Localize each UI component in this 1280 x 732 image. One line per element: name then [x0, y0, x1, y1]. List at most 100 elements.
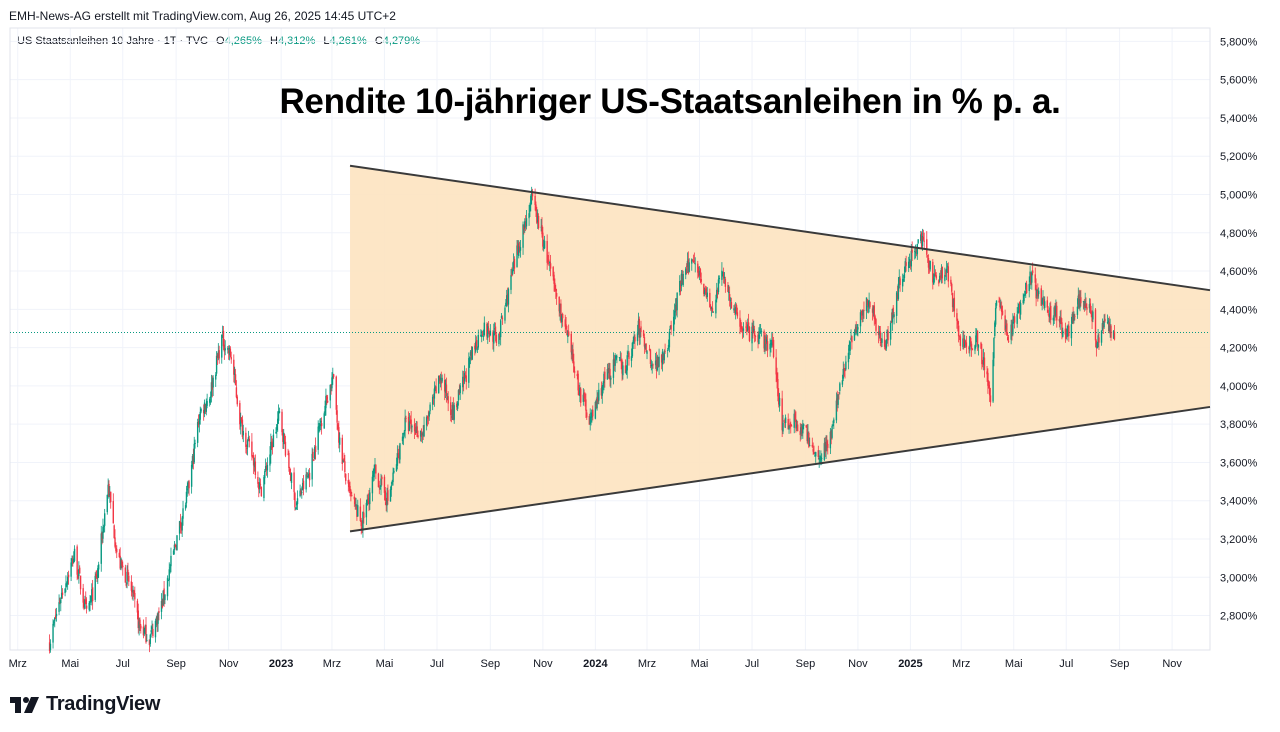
- candle: [187, 480, 189, 494]
- candle: [289, 466, 291, 475]
- candle: [257, 471, 259, 488]
- candle: [172, 549, 175, 555]
- candle: [818, 450, 820, 468]
- candle: [198, 414, 201, 433]
- candle: [951, 282, 953, 296]
- candle: [965, 335, 968, 354]
- candle: [95, 570, 97, 579]
- candle: [58, 594, 60, 616]
- candle: [880, 337, 882, 348]
- candle: [1062, 327, 1064, 338]
- candle: [1112, 330, 1115, 339]
- candle: [868, 292, 870, 313]
- candle: [277, 411, 279, 432]
- tradingview-logo[interactable]: TradingView: [10, 693, 160, 716]
- candle: [475, 334, 477, 354]
- candle: [94, 572, 96, 603]
- candle: [1053, 305, 1055, 325]
- candle: [1089, 298, 1092, 314]
- candle: [849, 341, 851, 356]
- candle: [190, 460, 193, 494]
- candle: [856, 324, 858, 336]
- candle: [1016, 307, 1018, 328]
- candle: [441, 374, 443, 384]
- candle: [830, 429, 832, 445]
- candle: [510, 268, 512, 295]
- candle: [504, 305, 506, 324]
- x-tick-label: Mrz: [638, 658, 656, 670]
- candle: [258, 477, 261, 494]
- candle: [259, 478, 262, 490]
- candle: [881, 332, 883, 347]
- candle: [770, 340, 772, 353]
- candle: [752, 319, 754, 339]
- candle: [676, 292, 678, 318]
- candle: [697, 260, 699, 279]
- candle: [674, 298, 677, 320]
- candle: [164, 594, 166, 605]
- candle: [139, 617, 141, 632]
- candle: [375, 464, 377, 480]
- candle: [122, 561, 124, 576]
- candle: [590, 412, 592, 426]
- candle: [664, 343, 666, 354]
- candle: [897, 277, 900, 301]
- candle: [444, 379, 447, 398]
- candle: [372, 468, 374, 482]
- candle: [687, 251, 690, 275]
- candle: [338, 420, 340, 449]
- candle: [1088, 298, 1091, 313]
- candle: [932, 259, 934, 290]
- candle: [1108, 316, 1110, 334]
- candle: [759, 323, 762, 334]
- candle: [493, 322, 496, 336]
- candle: [1097, 329, 1099, 348]
- candle: [145, 617, 147, 644]
- candle: [387, 484, 389, 505]
- candle: [319, 418, 321, 432]
- candle: [308, 467, 311, 488]
- candle: [722, 271, 724, 277]
- candle: [721, 262, 723, 286]
- candle: [136, 598, 139, 620]
- candle: [1029, 265, 1031, 289]
- candle: [197, 414, 200, 428]
- candle: [1035, 278, 1037, 307]
- candle: [205, 398, 207, 416]
- candle: [209, 397, 211, 407]
- candle: [488, 330, 491, 342]
- candle: [64, 588, 66, 597]
- candle: [784, 414, 787, 429]
- candle: [335, 375, 337, 415]
- candle: [144, 624, 146, 635]
- candle: [247, 430, 250, 442]
- candle: [817, 445, 820, 460]
- candle: [970, 341, 973, 357]
- candle: [350, 488, 352, 502]
- tradingview-logo-icon: [10, 696, 39, 713]
- candle: [994, 320, 996, 339]
- candle: [1058, 316, 1061, 328]
- candle: [401, 432, 404, 445]
- candle: [753, 320, 755, 334]
- candle: [411, 424, 413, 433]
- y-tick-label: 3,000%: [1220, 572, 1258, 584]
- candle: [246, 444, 248, 455]
- candle: [838, 392, 840, 400]
- candle: [431, 394, 434, 411]
- candle: [855, 321, 857, 334]
- candle: [138, 617, 140, 636]
- candle: [728, 286, 731, 307]
- candle: [879, 325, 882, 347]
- candle: [234, 368, 237, 386]
- candle: [290, 472, 293, 490]
- candle: [296, 490, 299, 510]
- candle: [976, 328, 978, 343]
- candle: [524, 215, 527, 231]
- candle: [166, 575, 169, 601]
- candle: [769, 338, 771, 357]
- candle: [735, 303, 738, 315]
- candle: [952, 298, 955, 312]
- candle: [227, 346, 229, 354]
